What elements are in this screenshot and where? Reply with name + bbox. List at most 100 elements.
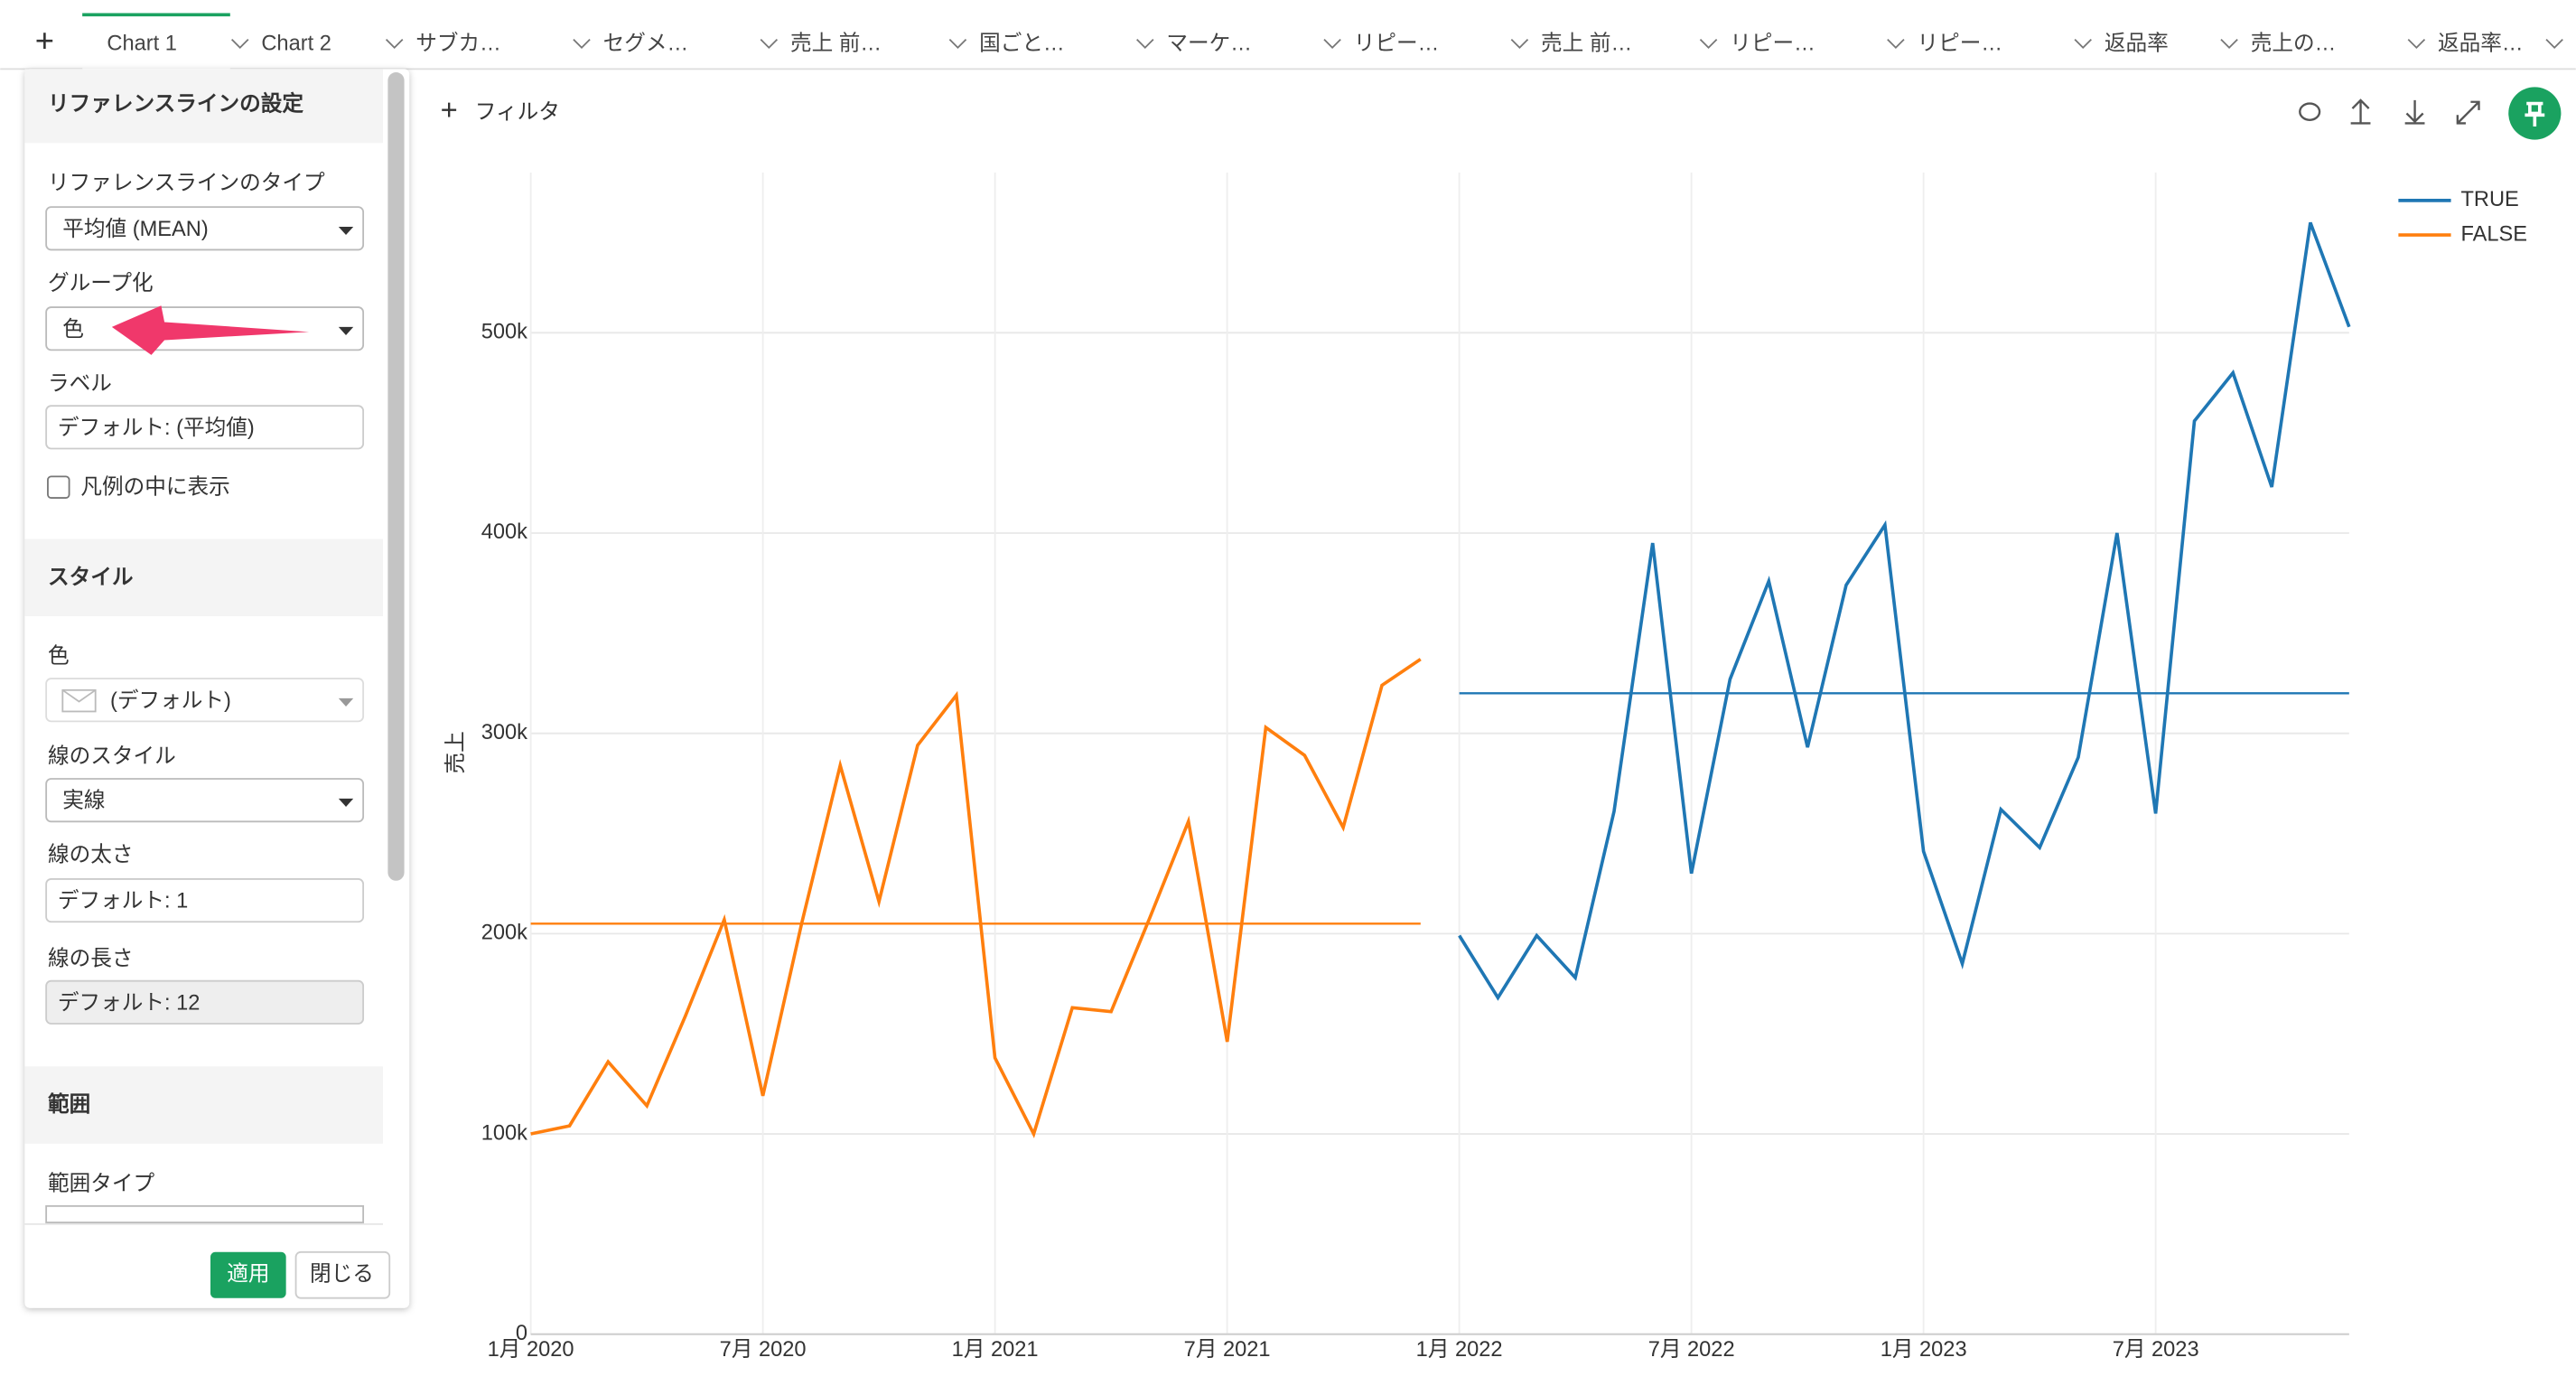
select-value: (デフォルト) <box>110 688 231 713</box>
add-tab[interactable]: + <box>35 22 54 59</box>
tab-caret <box>1323 39 1341 50</box>
line-style-select[interactable] <box>45 778 365 823</box>
tab-label[interactable]: サブカ… <box>415 31 501 55</box>
field-label: 範囲タイプ <box>48 1171 154 1195</box>
swatch-mark <box>61 689 97 703</box>
tab-label[interactable]: 返品率 <box>2105 31 2169 55</box>
y-tick-label: 500k <box>481 321 527 344</box>
section-header <box>24 538 383 616</box>
select-value: 色 <box>62 317 84 342</box>
length-input <box>45 979 365 1025</box>
annotation-arrow <box>111 305 310 355</box>
filter-button[interactable]: フィルタ <box>475 101 560 125</box>
tab-label[interactable]: 国ごと… <box>979 31 1065 55</box>
color-select[interactable] <box>45 678 365 723</box>
placeholder: デフォルト: 12 <box>58 990 201 1015</box>
section-title: 範囲 <box>48 1091 90 1117</box>
x-tick-label: 7月 2021 <box>1184 1338 1271 1362</box>
field-label: グループ化 <box>48 271 154 295</box>
tab-caret <box>573 39 591 50</box>
select-caret <box>338 698 354 707</box>
tab-caret <box>1136 39 1154 50</box>
range-select[interactable] <box>45 1204 365 1223</box>
panel-title: リファレンスラインの設定 <box>48 91 303 117</box>
download-icon[interactable] <box>2404 99 2425 125</box>
close-button[interactable] <box>294 1250 391 1299</box>
legend-checkbox[interactable] <box>47 475 70 499</box>
tab-caret <box>1699 39 1718 50</box>
tab-caret <box>2220 39 2238 50</box>
x-tick-label: 7月 2020 <box>720 1338 807 1362</box>
tab-label[interactable]: Chart 1 <box>107 32 176 55</box>
tab-caret <box>2545 39 2563 50</box>
type-select[interactable] <box>45 206 365 251</box>
width-input[interactable] <box>45 878 365 923</box>
y-tick-label: 100k <box>481 1121 527 1145</box>
button-label: 適用 <box>227 1261 269 1286</box>
field-label: 線の太さ <box>48 843 133 867</box>
select-caret <box>338 798 354 807</box>
apply-button[interactable] <box>210 1251 286 1298</box>
panel-header <box>24 69 383 144</box>
x-tick-label: 1月 2022 <box>1416 1338 1503 1362</box>
placeholder: デフォルト: 1 <box>58 889 188 913</box>
tab-label[interactable]: Chart 2 <box>261 32 331 55</box>
button-label: 閉じる <box>310 1262 374 1286</box>
x-tick-label: 1月 2023 <box>1881 1338 1967 1362</box>
field-label: 線の長さ <box>48 946 133 970</box>
tab-caret <box>1887 39 1905 50</box>
tab-caret <box>2074 39 2092 50</box>
label-input[interactable] <box>45 405 365 450</box>
legend-label: TRUE <box>2460 188 2518 211</box>
tab-caret <box>2407 39 2426 50</box>
x-tick-label: 1月 2020 <box>488 1338 574 1362</box>
reference-line-panel: リファレンスラインの設定 リファレンスラインのタイプ 平均値 (MEAN) グル… <box>24 69 410 1308</box>
checkbox-label: 凡例の中に表示 <box>80 474 229 499</box>
line-series <box>530 658 1422 1138</box>
tab-label[interactable]: 売上 前… <box>1541 31 1632 55</box>
x-tick-label: 1月 2021 <box>952 1338 1039 1362</box>
tab-label[interactable]: リピー… <box>1918 32 2003 55</box>
field-label: リファレンスラインのタイプ <box>48 171 325 195</box>
tabs: Chart 1 Chart 2 サブカ… セグメ… 売上 前… 国ごと… マーケ… リピー… 売… <box>82 13 2563 71</box>
section-title: スタイル <box>48 565 134 589</box>
y-tick-label: 200k <box>481 922 527 945</box>
section-header <box>24 1066 383 1144</box>
scrollbar[interactable] <box>387 72 405 881</box>
field-label: ラベル <box>48 372 112 396</box>
placeholder: デフォルト: (平均値) <box>58 416 255 440</box>
comment-icon[interactable] <box>2299 102 2321 121</box>
select-value: 平均値 (MEAN) <box>62 217 208 241</box>
y-axis-label: 売上 <box>443 731 468 773</box>
tab-label[interactable]: 返品率… <box>2438 31 2524 55</box>
line-series <box>1458 221 2351 1001</box>
field-label: 線のスタイル <box>48 744 176 769</box>
y-tick-label: 400k <box>481 520 527 544</box>
tab-label[interactable]: マーケ… <box>1166 32 1252 55</box>
tab-label[interactable]: 売上の… <box>2251 31 2337 55</box>
tab-caret <box>230 39 249 50</box>
tab-label[interactable]: 売上 前… <box>790 31 882 55</box>
tab-label[interactable]: リピー… <box>1730 32 1815 55</box>
upload-icon[interactable] <box>2350 98 2371 125</box>
tab-caret <box>385 39 404 50</box>
expand-icon[interactable] <box>2456 100 2480 125</box>
y-tick-label: 300k <box>481 721 527 744</box>
tab-caret <box>760 39 779 50</box>
filter-plus[interactable]: + <box>441 92 458 126</box>
chart: 0 100k 200k 300k 400k 500k 1月 2020 7月 2020 1月 20… <box>443 172 2527 1362</box>
legend-label: FALSE <box>2460 222 2527 246</box>
x-tick-label: 7月 2023 <box>2113 1338 2199 1362</box>
pin-icon <box>2525 101 2545 127</box>
select-value: 実線 <box>62 789 105 813</box>
select-caret <box>338 326 354 335</box>
tab-label[interactable]: リピー… <box>1354 32 1440 55</box>
x-tick-label: 7月 2022 <box>1648 1338 1735 1362</box>
select-caret <box>338 226 354 236</box>
y-tick-label: 0 <box>516 1322 527 1345</box>
tab-label[interactable]: セグメ… <box>603 31 689 55</box>
toolbar-icons <box>2299 98 2480 125</box>
tab-caret <box>948 39 967 50</box>
